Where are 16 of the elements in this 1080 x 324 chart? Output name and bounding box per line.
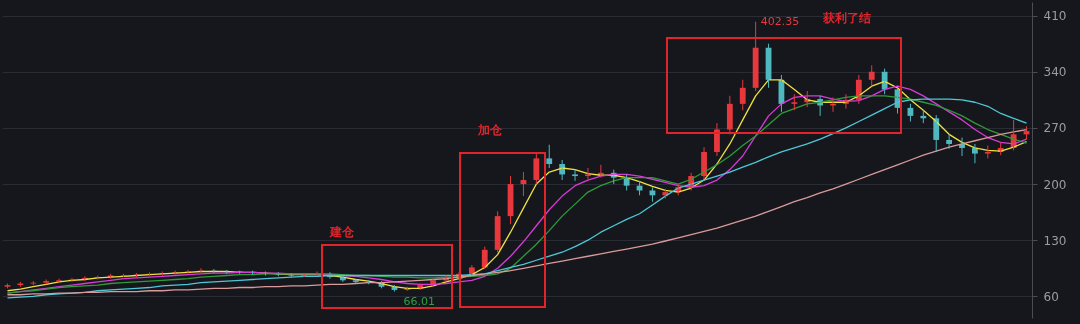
y-tick-label: 200: [1043, 177, 1067, 192]
y-tick-label: 60: [1043, 289, 1059, 304]
annotation: 66.01: [403, 294, 435, 308]
annotation: 建仓: [329, 225, 355, 239]
y-tick-label: 270: [1043, 121, 1067, 136]
y-tick-label: 130: [1043, 233, 1067, 248]
annotation: 获利了结: [822, 11, 871, 25]
candlestick: [984, 145, 991, 159]
candlestick: [546, 144, 553, 169]
y-tick-label: 340: [1043, 65, 1067, 80]
y-tick-label: 410: [1043, 9, 1067, 24]
annotation: 加仓: [477, 123, 503, 137]
annotation: 402.35: [760, 14, 800, 28]
candlestick: [352, 278, 359, 285]
candlestick: [791, 93, 798, 111]
candlestick: [30, 280, 37, 286]
